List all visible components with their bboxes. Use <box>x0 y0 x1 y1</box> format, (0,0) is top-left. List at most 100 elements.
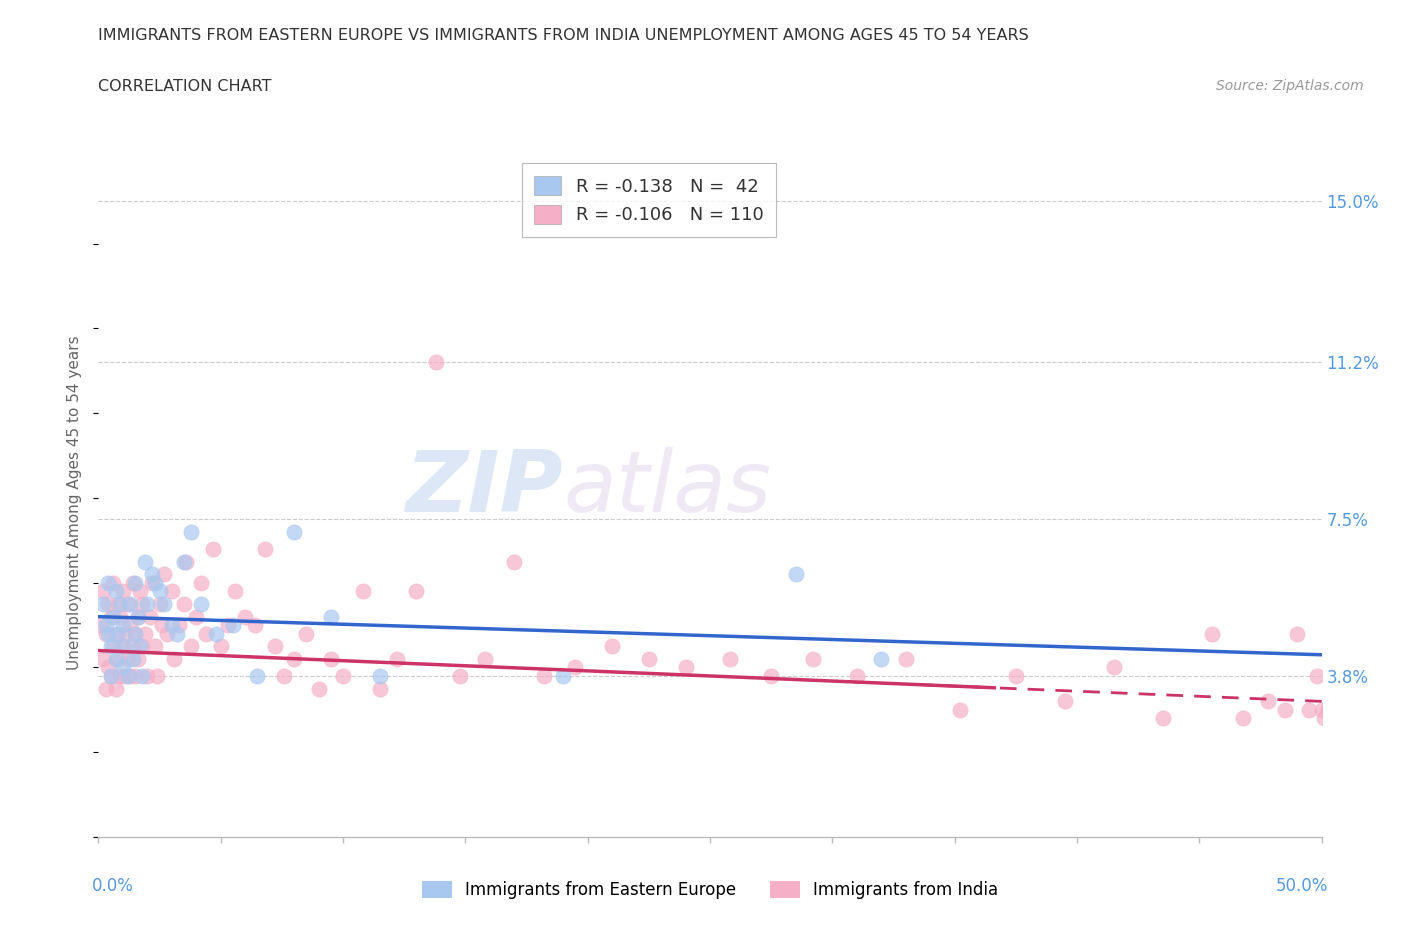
Point <box>243 618 266 632</box>
Point <box>564 660 586 675</box>
Point <box>1004 669 1026 684</box>
Text: Source: ZipAtlas.com: Source: ZipAtlas.com <box>1216 79 1364 93</box>
Point <box>202 541 225 556</box>
Point <box>1102 660 1125 675</box>
Point <box>120 596 142 611</box>
Point <box>222 618 245 632</box>
Point <box>149 584 172 599</box>
Point <box>319 652 342 667</box>
Point <box>124 626 146 641</box>
Text: ZIP: ZIP <box>405 447 564 530</box>
Point <box>117 596 139 611</box>
Point <box>894 652 917 667</box>
Point <box>295 626 318 641</box>
Point <box>1257 694 1279 709</box>
Point <box>110 596 132 611</box>
Text: CORRELATION CHART: CORRELATION CHART <box>98 79 271 94</box>
Point <box>1201 626 1223 641</box>
Point <box>718 652 741 667</box>
Point <box>104 626 127 641</box>
Point <box>131 639 153 654</box>
Point <box>425 355 447 370</box>
Point <box>224 584 246 599</box>
Y-axis label: Unemployment Among Ages 45 to 54 years: Unemployment Among Ages 45 to 54 years <box>67 335 83 670</box>
Point <box>101 576 124 591</box>
Point <box>153 566 176 581</box>
Point <box>104 682 127 697</box>
Point <box>100 669 122 684</box>
Point <box>124 669 146 684</box>
Point <box>283 652 305 667</box>
Point <box>173 554 195 569</box>
Point <box>233 609 256 624</box>
Point <box>114 639 136 654</box>
Point <box>332 669 354 684</box>
Point <box>1320 724 1343 738</box>
Point <box>160 618 183 632</box>
Point <box>94 682 117 697</box>
Point <box>100 609 122 624</box>
Point <box>190 576 212 591</box>
Point <box>146 669 169 684</box>
Point <box>107 596 129 611</box>
Point <box>1274 702 1296 717</box>
Point <box>120 669 142 684</box>
Point <box>785 566 807 581</box>
Point <box>209 639 232 654</box>
Point <box>533 669 555 684</box>
Point <box>167 618 190 632</box>
Point <box>121 576 143 591</box>
Point <box>638 652 661 667</box>
Point <box>319 609 342 624</box>
Point <box>1286 626 1309 641</box>
Point <box>180 525 202 539</box>
Point <box>503 554 526 569</box>
Point <box>600 639 623 654</box>
Point <box>1333 724 1355 738</box>
Point <box>141 566 163 581</box>
Point <box>1053 694 1076 709</box>
Legend: R = -0.138   N =  42, R = -0.106   N = 110: R = -0.138 N = 42, R = -0.106 N = 110 <box>522 163 776 237</box>
Point <box>1313 711 1336 725</box>
Point <box>94 626 117 641</box>
Point <box>97 626 120 641</box>
Point <box>553 669 575 684</box>
Point <box>273 669 295 684</box>
Point <box>134 554 156 569</box>
Point <box>101 609 124 624</box>
Point <box>163 652 186 667</box>
Point <box>110 669 132 684</box>
Point <box>948 702 970 717</box>
Point <box>143 576 166 591</box>
Point <box>153 596 176 611</box>
Point <box>110 609 132 624</box>
Point <box>1298 702 1320 717</box>
Point <box>352 584 374 599</box>
Point <box>1327 724 1350 738</box>
Point <box>675 660 697 675</box>
Point <box>205 626 228 641</box>
Point <box>150 618 173 632</box>
Point <box>111 618 134 632</box>
Point <box>90 618 112 632</box>
Point <box>1340 724 1362 738</box>
Point <box>190 596 212 611</box>
Point <box>1324 711 1347 725</box>
Point <box>1337 724 1360 738</box>
Point <box>139 609 162 624</box>
Point <box>1152 711 1174 725</box>
Point <box>1315 702 1337 717</box>
Point <box>104 652 127 667</box>
Point <box>186 609 208 624</box>
Text: 50.0%: 50.0% <box>1275 877 1327 896</box>
Point <box>253 541 276 556</box>
Point <box>94 618 117 632</box>
Text: IMMIGRANTS FROM EASTERN EUROPE VS IMMIGRANTS FROM INDIA UNEMPLOYMENT AMONG AGES : IMMIGRANTS FROM EASTERN EUROPE VS IMMIGR… <box>98 28 1029 43</box>
Point <box>761 669 783 684</box>
Point <box>131 596 153 611</box>
Text: 0.0%: 0.0% <box>93 877 134 896</box>
Point <box>173 596 195 611</box>
Point <box>136 669 159 684</box>
Point <box>845 669 868 684</box>
Point <box>195 626 218 641</box>
